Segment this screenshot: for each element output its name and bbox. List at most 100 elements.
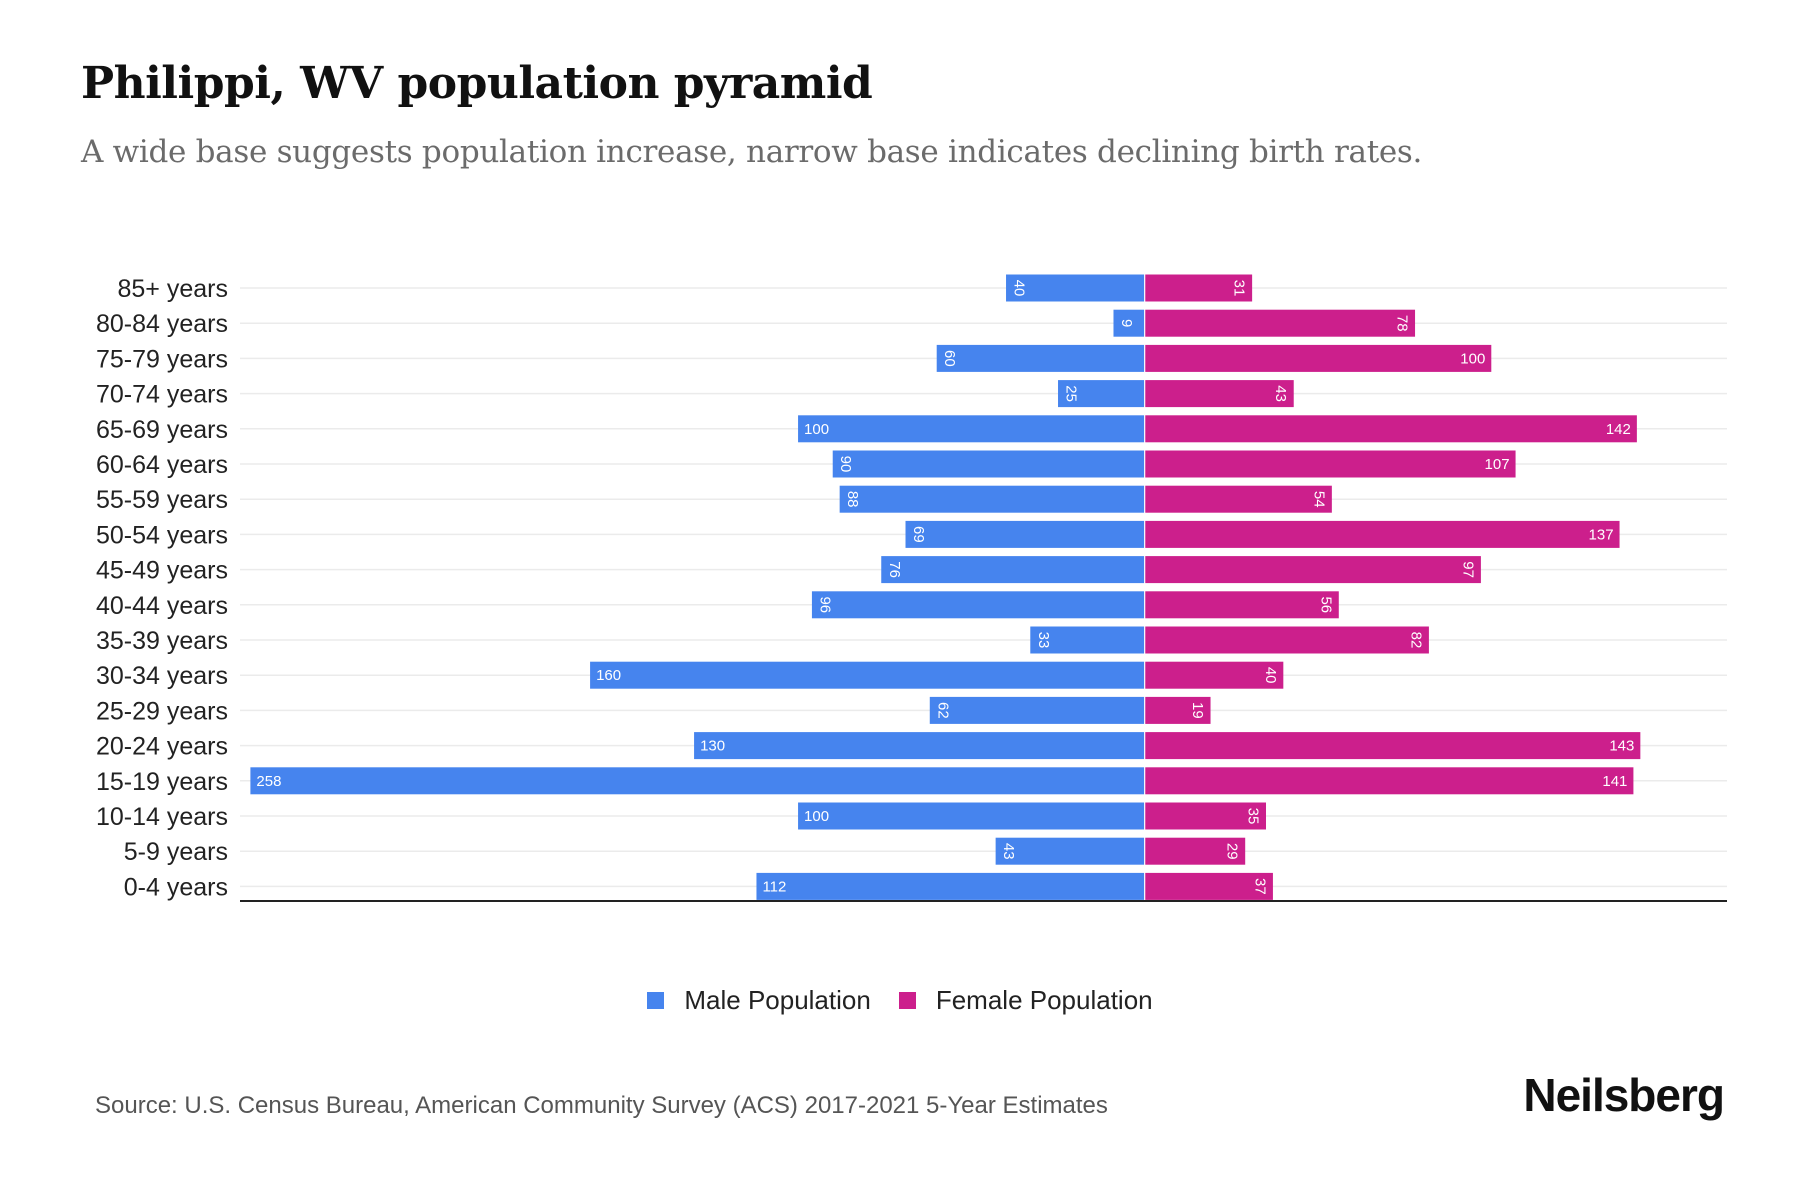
category-label: 55-59 years	[96, 486, 228, 514]
chart-title: Philippi, WV population pyramid	[81, 58, 873, 109]
category-label: 75-79 years	[96, 345, 228, 373]
category-label: 20-24 years	[96, 733, 228, 761]
female-bar[interactable]	[1144, 380, 1294, 408]
male-value-label: 130	[700, 738, 725, 755]
male-bar-group: 40	[1006, 274, 1145, 302]
male-bar-group: 60	[936, 344, 1145, 372]
category-label: 70-74 years	[96, 381, 228, 409]
male-value-label: 40	[1011, 280, 1028, 297]
female-value-label: 100	[1460, 350, 1485, 367]
female-bar[interactable]	[1144, 872, 1273, 900]
male-bar[interactable]	[839, 485, 1145, 513]
female-bar-group: 142	[1144, 415, 1637, 443]
male-value-label: 60	[941, 350, 958, 367]
male-bar[interactable]	[590, 661, 1145, 689]
male-bar[interactable]	[1030, 626, 1145, 654]
female-value-label: 29	[1224, 843, 1241, 860]
female-value-label: 82	[1407, 632, 1424, 649]
male-bar-group: 69	[905, 520, 1145, 548]
legend: Male Population Female Population	[0, 985, 1800, 1016]
female-bar[interactable]	[1144, 450, 1516, 478]
male-value-label: 90	[837, 456, 854, 473]
female-bar[interactable]	[1144, 485, 1332, 513]
male-bar[interactable]	[1113, 309, 1145, 337]
legend-label-female: Female Population	[935, 985, 1153, 1015]
male-value-label: 258	[256, 773, 281, 790]
male-bar[interactable]	[798, 802, 1145, 830]
female-bar-group: 97	[1144, 556, 1481, 584]
female-bar-group: 82	[1144, 626, 1429, 654]
female-bar[interactable]	[1144, 556, 1481, 584]
female-bar-group: 40	[1144, 661, 1284, 689]
male-bar-group: 160	[590, 661, 1145, 689]
female-bar[interactable]	[1144, 696, 1211, 724]
chart-subtitle: A wide base suggests population increase…	[81, 134, 1423, 170]
female-value-label: 107	[1485, 456, 1510, 473]
female-value-label: 141	[1602, 773, 1627, 790]
male-bar[interactable]	[995, 837, 1145, 865]
male-bar[interactable]	[881, 556, 1145, 584]
category-label: 10-14 years	[96, 803, 228, 831]
category-label: 40-44 years	[96, 592, 228, 620]
male-value-label: 100	[804, 808, 829, 825]
category-label: 25-29 years	[96, 697, 228, 725]
category-label: 15-19 years	[96, 768, 228, 796]
male-value-label: 88	[844, 491, 861, 508]
female-bar-group: 19	[1144, 696, 1211, 724]
category-label: 85+ years	[118, 275, 229, 303]
male-bar[interactable]	[1058, 380, 1145, 408]
male-value-label: 25	[1063, 385, 1080, 402]
female-bar-group: 143	[1144, 732, 1641, 760]
female-value-label: 37	[1251, 878, 1268, 895]
male-bar[interactable]	[1006, 274, 1145, 302]
female-bar[interactable]	[1144, 274, 1253, 302]
male-bar[interactable]	[929, 696, 1145, 724]
category-label: 45-49 years	[96, 557, 228, 585]
female-value-label: 137	[1589, 526, 1614, 543]
female-bar[interactable]	[1144, 802, 1266, 830]
male-bar[interactable]	[250, 767, 1145, 795]
female-bar-group: 137	[1144, 520, 1620, 548]
male-bar[interactable]	[905, 520, 1145, 548]
legend-item-female[interactable]: Female Population	[898, 985, 1153, 1016]
category-label: 35-39 years	[96, 627, 228, 655]
female-bar[interactable]	[1144, 591, 1339, 619]
female-bar-group: 141	[1144, 767, 1634, 795]
female-value-label: 31	[1231, 280, 1248, 297]
female-bar[interactable]	[1144, 626, 1429, 654]
legend-swatch-female	[898, 992, 916, 1009]
female-bar[interactable]	[1144, 520, 1620, 548]
female-bar[interactable]	[1144, 837, 1246, 865]
male-bar-group: 33	[1030, 626, 1145, 654]
male-bar[interactable]	[811, 591, 1145, 619]
female-value-label: 143	[1609, 738, 1634, 755]
female-bar[interactable]	[1144, 732, 1641, 760]
legend-item-male[interactable]: Male Population	[647, 985, 871, 1016]
male-value-label: 33	[1035, 632, 1052, 649]
female-bar[interactable]	[1144, 767, 1634, 795]
male-value-label: 69	[910, 526, 927, 543]
male-value-label: 112	[762, 878, 786, 895]
female-bar-group: 54	[1144, 485, 1332, 513]
male-bar[interactable]	[694, 732, 1145, 760]
female-value-label: 19	[1189, 702, 1206, 719]
category-label: 65-69 years	[96, 416, 228, 444]
female-bar-group: 37	[1144, 872, 1273, 900]
male-value-label: 43	[1000, 843, 1017, 860]
male-value-label: 160	[596, 667, 621, 684]
legend-swatch-male	[647, 992, 665, 1009]
female-value-label: 56	[1317, 596, 1334, 613]
female-bar[interactable]	[1144, 415, 1637, 443]
male-bar[interactable]	[832, 450, 1145, 478]
female-bar[interactable]	[1144, 661, 1284, 689]
category-label: 30-34 years	[96, 662, 228, 690]
female-bar[interactable]	[1144, 344, 1492, 372]
male-bar[interactable]	[798, 415, 1145, 443]
female-bar[interactable]	[1144, 309, 1416, 337]
male-bar[interactable]	[936, 344, 1145, 372]
male-bar[interactable]	[756, 872, 1145, 900]
male-bar-group: 62	[929, 696, 1145, 724]
male-bar-group: 258	[250, 767, 1145, 795]
male-bar-group: 96	[811, 591, 1145, 619]
male-value-label: 76	[886, 561, 903, 578]
